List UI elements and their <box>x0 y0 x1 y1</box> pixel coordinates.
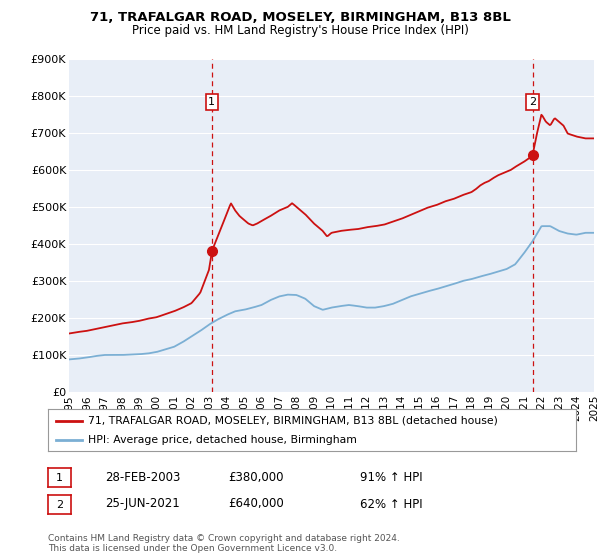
Text: Price paid vs. HM Land Registry's House Price Index (HPI): Price paid vs. HM Land Registry's House … <box>131 24 469 36</box>
Text: £380,000: £380,000 <box>228 470 284 484</box>
Text: 2: 2 <box>529 97 536 107</box>
Text: 71, TRAFALGAR ROAD, MOSELEY, BIRMINGHAM, B13 8BL (detached house): 71, TRAFALGAR ROAD, MOSELEY, BIRMINGHAM,… <box>88 416 497 426</box>
Text: 25-JUN-2021: 25-JUN-2021 <box>105 497 180 511</box>
Text: 71, TRAFALGAR ROAD, MOSELEY, BIRMINGHAM, B13 8BL: 71, TRAFALGAR ROAD, MOSELEY, BIRMINGHAM,… <box>89 11 511 24</box>
Text: 91% ↑ HPI: 91% ↑ HPI <box>360 470 422 484</box>
Text: £640,000: £640,000 <box>228 497 284 511</box>
Text: Contains HM Land Registry data © Crown copyright and database right 2024.
This d: Contains HM Land Registry data © Crown c… <box>48 534 400 553</box>
Text: 62% ↑ HPI: 62% ↑ HPI <box>360 497 422 511</box>
Text: 1: 1 <box>208 97 215 107</box>
Text: 2: 2 <box>56 500 63 510</box>
Text: HPI: Average price, detached house, Birmingham: HPI: Average price, detached house, Birm… <box>88 435 356 445</box>
Text: 1: 1 <box>56 473 63 483</box>
Text: 28-FEB-2003: 28-FEB-2003 <box>105 470 181 484</box>
